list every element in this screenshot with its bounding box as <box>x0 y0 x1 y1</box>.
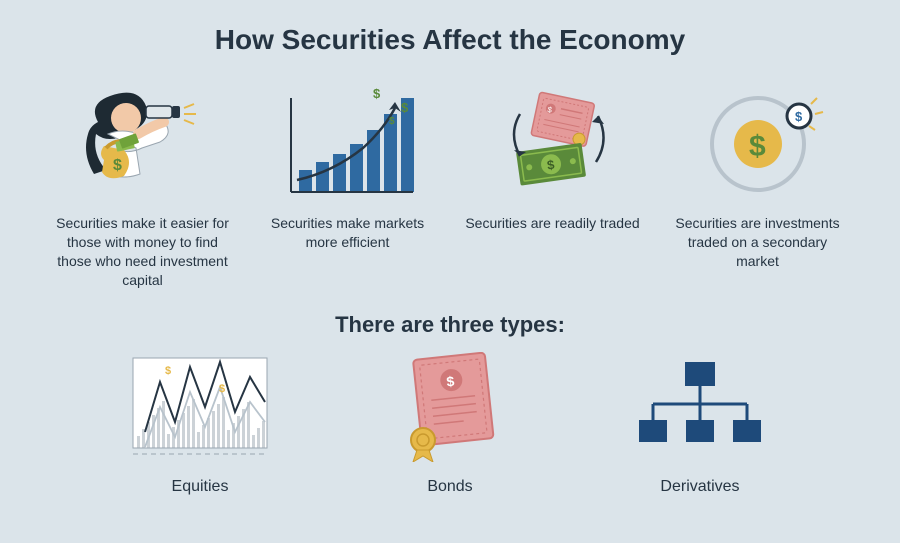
type-label: Equities <box>172 478 229 496</box>
bar-growth-icon: $ $ $ <box>273 84 423 204</box>
type-bonds: $ Bonds <box>360 352 540 496</box>
type-label: Derivatives <box>660 478 739 496</box>
person-binoculars-icon: $ <box>68 84 218 204</box>
type-derivatives: Derivatives <box>610 352 790 496</box>
effect-caption: Securities make it easier for those with… <box>53 214 233 290</box>
effect-readily-traded: $ $ <box>460 84 645 290</box>
orbit-coin-icon: $ $ <box>683 84 833 204</box>
effect-caption: Securities are investments traded on a s… <box>668 214 848 271</box>
types-subtitle: There are three types: <box>50 312 850 338</box>
types-row: $ $ Equities $ <box>50 352 850 496</box>
infographic-page: How Securities Affect the Economy <box>0 0 900 543</box>
effect-efficient-markets: $ $ $ Securities make markets more effic… <box>255 84 440 290</box>
svg-text:$: $ <box>749 130 766 163</box>
svg-text:$: $ <box>795 109 803 124</box>
type-label: Bonds <box>427 478 472 496</box>
effect-find-capital: $ Securities make it easier for those wi… <box>50 84 235 290</box>
effect-secondary-market: $ $ Securities are investments traded on… <box>665 84 850 290</box>
effect-caption: Securities are readily traded <box>465 214 639 233</box>
certificate-cash-swap-icon: $ $ <box>478 84 628 204</box>
effects-row: $ Securities make it easier for those wi… <box>50 84 850 290</box>
svg-text:$: $ <box>401 100 409 115</box>
hierarchy-icon <box>625 352 775 462</box>
volatility-chart-icon: $ $ <box>125 352 275 462</box>
svg-text:$: $ <box>219 383 225 395</box>
svg-text:$: $ <box>389 116 395 127</box>
certificate-icon: $ <box>375 352 525 462</box>
svg-text:$: $ <box>113 157 122 174</box>
effect-caption: Securities make markets more efficient <box>258 214 438 252</box>
page-title: How Securities Affect the Economy <box>50 24 850 56</box>
svg-text:$: $ <box>373 86 381 101</box>
type-equities: $ $ Equities <box>110 352 290 496</box>
svg-text:$: $ <box>165 365 171 377</box>
